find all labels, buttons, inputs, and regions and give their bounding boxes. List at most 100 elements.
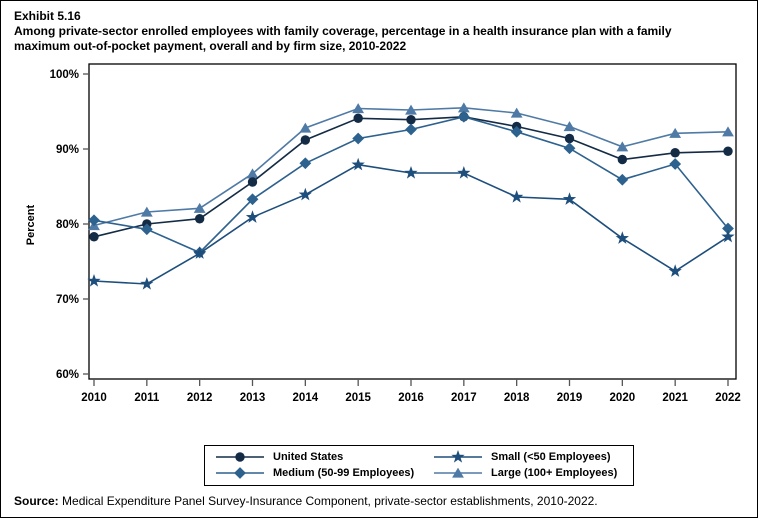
marker-small-50-employees-2014	[298, 187, 312, 201]
marker-large-100-employees-2015	[352, 103, 365, 114]
series-small-50-employees	[87, 157, 735, 290]
marker-small-50-employees-2018	[510, 190, 524, 203]
legend-marker-group	[451, 450, 465, 463]
series-line-medium-50-99-employees	[93, 115, 729, 254]
marker-small-50-employees-2016	[404, 166, 418, 179]
legend-label-large: Large (100+ Employees)	[491, 467, 618, 479]
legend-swatch-svg	[216, 452, 264, 462]
series-large-100-employees	[88, 102, 734, 231]
marker-large-100-employees-2016	[405, 104, 417, 115]
legend-swatch-svg	[434, 450, 482, 463]
legend-item-united-states: United States	[215, 449, 433, 465]
marker-large-100-employees-2017	[457, 102, 470, 113]
chart-svg: 100% 90% 80% 70% 60%2010 2011 2012 2013 2014 2015…	[50, 63, 741, 404]
marker-small-50-employees-2015	[351, 157, 365, 171]
source-text: Medical Expenditure Panel Survey-Insuran…	[58, 494, 598, 508]
source-label: Source:	[14, 494, 59, 508]
legend-marker-shape	[451, 450, 465, 463]
marker-small-50-employees-2021	[668, 264, 682, 277]
legend-marker-medium	[215, 465, 265, 481]
marker-medium-50-99-employees-2010	[88, 214, 100, 227]
marker-large-100-employees-2020	[616, 141, 629, 152]
marker-large-100-employees-2018	[510, 107, 523, 118]
exhibit-label: Exhibit 5.16	[14, 9, 81, 23]
marker-medium-50-99-employees-2017	[457, 110, 470, 123]
marker-large-100-employees-2019	[563, 121, 576, 132]
marker-medium-50-99-employees-2014	[299, 157, 312, 170]
marker-united-states-2014	[300, 135, 311, 145]
legend-marker-large	[433, 465, 483, 481]
x-tick-label: 2021	[662, 392, 688, 404]
marker-medium-50-99-employees-2020	[616, 173, 629, 186]
legend-marker-shape	[234, 467, 246, 479]
x-tick-label: 2019	[557, 392, 583, 404]
x-tick-label: 2022	[715, 392, 741, 404]
marker-large-100-employees-2012	[193, 202, 206, 213]
x-tick-label: 2015	[345, 392, 371, 404]
marker-large-100-employees-2021	[669, 127, 682, 138]
x-tick-label: 2014	[293, 392, 319, 404]
legend-marker-united-states	[215, 449, 265, 465]
x-tick-label: 2018	[504, 392, 530, 404]
legend-marker-shape	[452, 467, 464, 478]
x-tick-label: 2017	[451, 392, 477, 404]
legend-marker-group	[235, 452, 245, 462]
legend-marker-group	[234, 467, 246, 479]
marker-united-states-2015	[353, 113, 363, 123]
marker-medium-50-99-employees-2011	[140, 223, 153, 236]
marker-united-states-2022	[723, 146, 733, 156]
legend: United States Small (<50 Employees) Medi…	[204, 445, 634, 486]
series-line-small-50-employees	[93, 163, 729, 285]
y-tick-label: 60%	[56, 369, 79, 381]
legend-swatch-svg	[434, 467, 482, 478]
marker-large-100-employees-2011	[140, 206, 153, 217]
y-tick-label: 70%	[56, 294, 79, 306]
marker-large-100-employees-2013	[246, 168, 259, 179]
legend-item-small: Small (<50 Employees)	[433, 449, 633, 465]
x-tick-label: 2013	[240, 392, 266, 404]
marker-small-50-employees-2011	[140, 277, 154, 290]
source-line: Source: Medical Expenditure Panel Survey…	[14, 494, 598, 508]
legend-marker-shape	[235, 452, 245, 462]
marker-medium-50-99-employees-2013	[246, 193, 259, 206]
marker-medium-50-99-employees-2021	[669, 158, 682, 170]
chart-title: Among private-sector enrolled employees …	[14, 24, 672, 53]
marker-medium-50-99-employees-2018	[510, 125, 523, 138]
legend-label-medium: Medium (50-99 Employees)	[273, 467, 415, 479]
x-tick-label: 2016	[398, 392, 424, 404]
marker-united-states-2013	[247, 177, 258, 187]
marker-small-50-employees-2013	[245, 210, 260, 223]
marker-united-states-2016	[406, 115, 416, 125]
marker-medium-50-99-employees-2019	[563, 142, 576, 155]
x-tick-label: 2011	[134, 392, 160, 404]
marker-large-100-employees-2014	[299, 122, 312, 133]
x-tick-label: 2012	[187, 392, 213, 404]
marker-small-50-employees-2022	[721, 229, 735, 243]
x-tick-label: 2020	[610, 392, 636, 404]
y-tick-label: 90%	[56, 144, 79, 156]
x-tick-label: 2010	[81, 392, 107, 404]
title-block: Exhibit 5.16 Among private-sector enroll…	[14, 9, 726, 54]
legend-swatch-svg	[216, 467, 264, 479]
marker-united-states-2021	[670, 148, 680, 158]
legend-marker-small	[433, 449, 483, 465]
legend-label-small: Small (<50 Employees)	[491, 451, 611, 463]
plot-frame	[88, 63, 737, 380]
marker-medium-50-99-employees-2022	[722, 222, 734, 235]
legend-label-united-states: United States	[273, 451, 344, 463]
marker-united-states-2012	[194, 214, 205, 224]
y-tick-label: 80%	[56, 219, 79, 231]
marker-united-states-2010	[89, 232, 99, 242]
legend-item-large: Large (100+ Employees)	[433, 465, 633, 481]
marker-medium-50-99-employees-2016	[405, 123, 417, 136]
marker-united-states-2019	[564, 133, 575, 144]
marker-small-50-employees-2012	[193, 246, 207, 259]
legend-marker-group	[452, 467, 464, 478]
marker-small-50-employees-2019	[562, 192, 577, 205]
marker-medium-50-99-employees-2015	[352, 132, 365, 145]
marker-small-50-employees-2017	[457, 166, 471, 179]
y-tick-label: 100%	[50, 69, 79, 81]
marker-small-50-employees-2020	[615, 231, 629, 244]
marker-united-states-2020	[617, 154, 628, 165]
